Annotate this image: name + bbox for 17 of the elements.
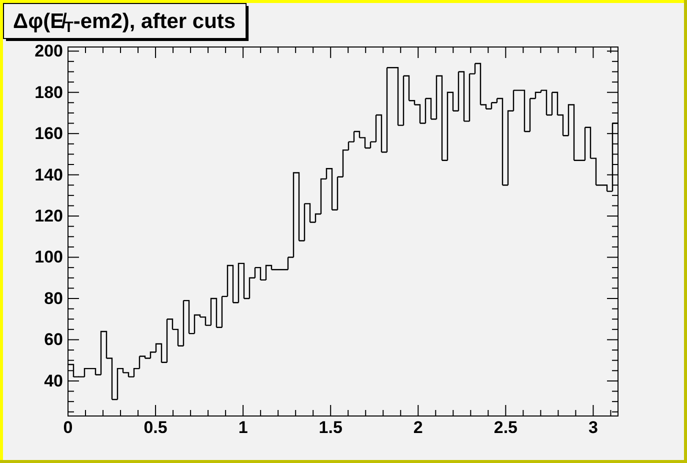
y-tick-label: 40 [44, 371, 63, 390]
x-tick-label: 2 [413, 418, 423, 438]
y-tick-label: 140 [34, 165, 63, 184]
x-tick-label: 1 [238, 418, 248, 438]
y-tick-label: 60 [44, 330, 63, 350]
y-tick-label: 180 [34, 82, 63, 102]
x-tick-label: 3 [588, 418, 598, 438]
y-tick-label: 200 [34, 42, 63, 61]
y-tick-label: 160 [34, 124, 63, 144]
y-tick-label: 120 [34, 206, 63, 226]
x-tick-label: 1.5 [318, 418, 342, 438]
y-tick-label: 80 [44, 288, 63, 308]
x-tick-label: 2.5 [494, 418, 518, 438]
x-tick-label: 0 [63, 418, 73, 438]
chart-title: Δφ(E̸$_{T}$-em2), after cuts [13, 10, 236, 36]
y-tick-label: 100 [34, 248, 63, 267]
x-tick-label: 0.5 [144, 418, 168, 438]
